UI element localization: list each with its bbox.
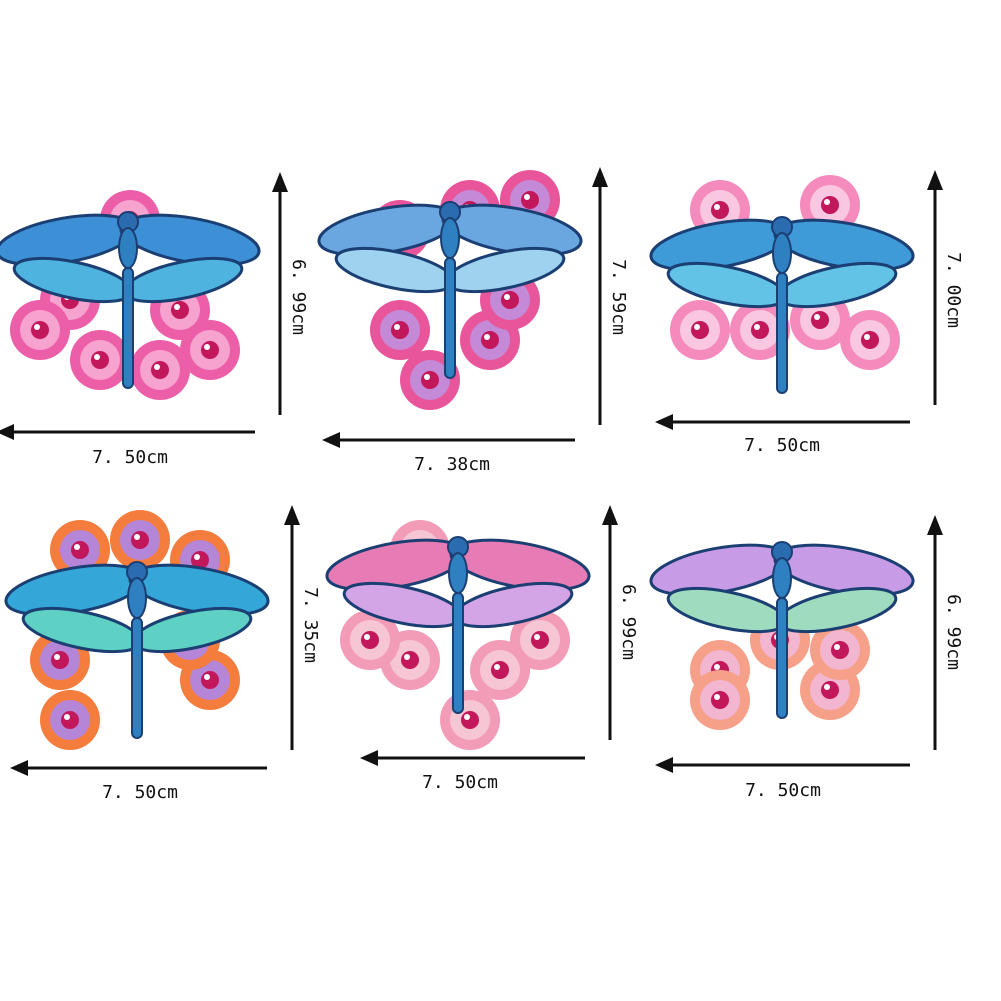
- height-label: 6. 99cm: [618, 584, 639, 660]
- illustration: [0, 510, 274, 750]
- illustration: [645, 175, 919, 395]
- height-label: 7. 35cm: [300, 587, 321, 663]
- height-label: 7. 00cm: [943, 252, 964, 328]
- dimension-arrows: [0, 167, 943, 776]
- width-label: 7. 50cm: [744, 435, 820, 456]
- height-label: 6. 99cm: [943, 594, 964, 670]
- height-label: 6. 99cm: [288, 259, 309, 335]
- illustration: [321, 520, 595, 750]
- illustration: [645, 534, 919, 730]
- width-label: 7. 50cm: [102, 782, 178, 803]
- illustration: [313, 170, 587, 410]
- width-label: 7. 38cm: [414, 454, 490, 475]
- illustration: [0, 190, 265, 400]
- width-label: 7. 50cm: [745, 780, 821, 801]
- width-label: 7. 50cm: [422, 772, 498, 793]
- width-label: 7. 50cm: [92, 447, 168, 468]
- height-label: 7. 59cm: [608, 259, 629, 335]
